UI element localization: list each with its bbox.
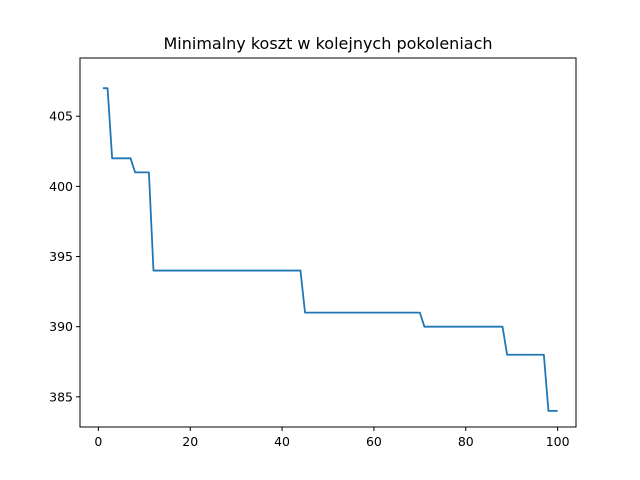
x-tick-label: 100 — [546, 434, 570, 449]
chart-title: Minimalny koszt w kolejnych pokoleniach — [163, 34, 492, 53]
x-tick-label: 20 — [182, 434, 198, 449]
y-tick-label: 395 — [49, 249, 73, 264]
x-tick-label: 40 — [274, 434, 290, 449]
y-tick-label: 390 — [49, 319, 73, 334]
plot-area — [102, 87, 558, 412]
x-tick-label: 80 — [458, 434, 474, 449]
y-tick-label: 385 — [49, 389, 73, 404]
y-axis: 385 390 395 400 405 — [49, 109, 80, 404]
y-tick-label: 405 — [49, 109, 73, 124]
y-tick-label: 400 — [49, 179, 73, 194]
axes-frame — [79, 57, 577, 428]
series-line — [102, 87, 558, 412]
x-tick-label: 0 — [94, 434, 102, 449]
x-axis: 0 20 40 60 80 100 — [94, 427, 570, 449]
x-tick-label: 60 — [366, 434, 382, 449]
